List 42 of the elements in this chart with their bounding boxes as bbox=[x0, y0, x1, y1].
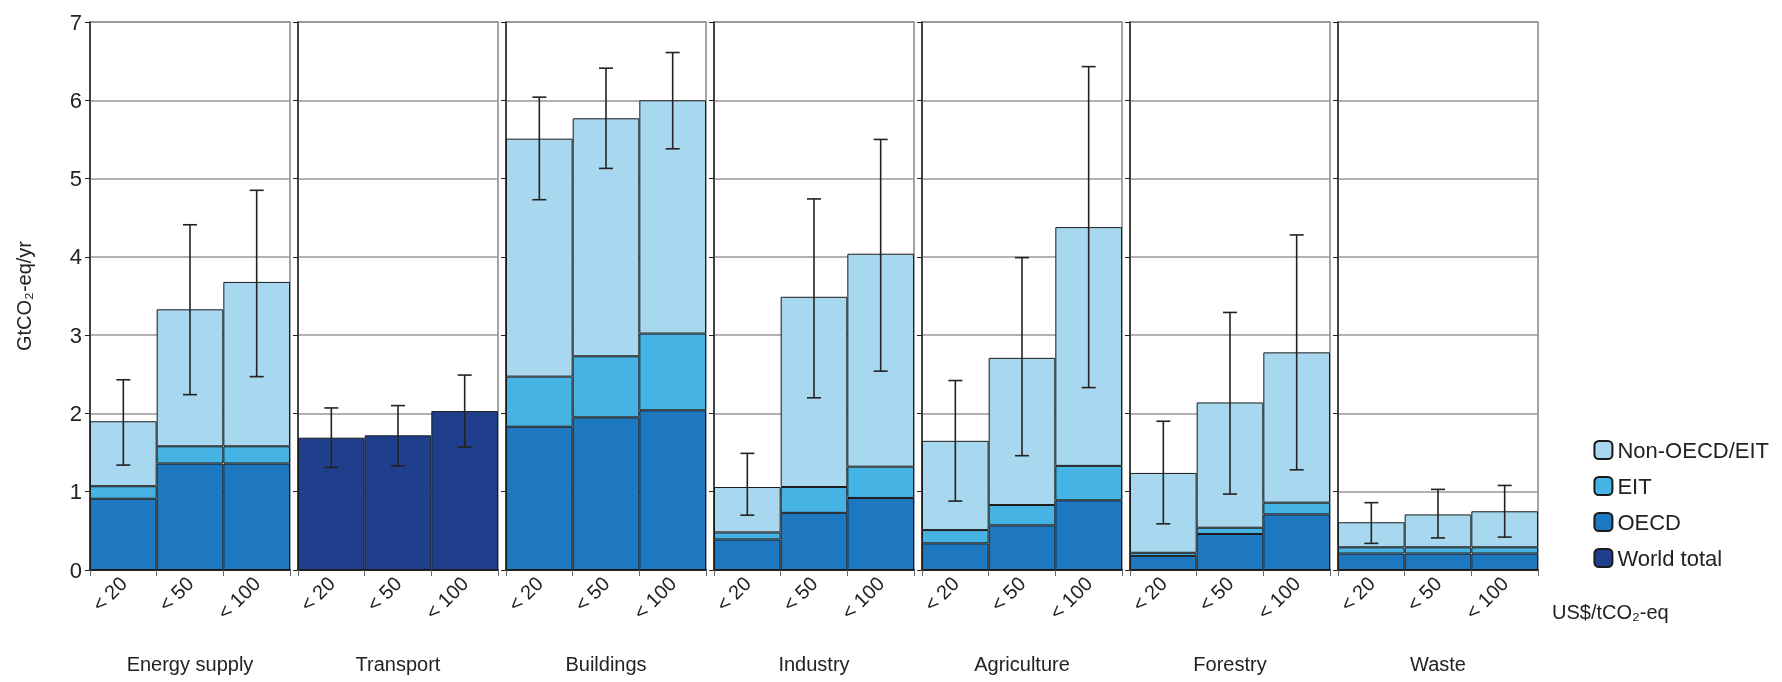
x-axis-title: Transport bbox=[355, 653, 441, 675]
x-tick-label: < 50 bbox=[1402, 572, 1446, 616]
y-tick-label: 0 bbox=[69, 557, 82, 583]
y-tick-label: 7 bbox=[69, 9, 82, 35]
y-axis-title: GtCO₂-eq/yr bbox=[13, 240, 35, 351]
legend-label: Non-OECD/EIT bbox=[1617, 437, 1770, 463]
y-tick-label: 6 bbox=[69, 87, 82, 113]
x-axis-title: Energy supply bbox=[126, 653, 254, 675]
y-tick-label: 2 bbox=[69, 400, 82, 426]
x-tick-label: < 20 bbox=[295, 572, 340, 616]
x-tick-label: < 100 bbox=[1461, 572, 1513, 624]
y-tick-label: 5 bbox=[69, 166, 82, 192]
x-axis-title: Industry bbox=[778, 653, 850, 675]
legend-label: World total bbox=[1617, 545, 1723, 571]
x-tick-label: < 20 bbox=[87, 572, 132, 616]
x-tick-label: < 20 bbox=[1335, 572, 1380, 616]
x-tick-label: < 100 bbox=[1045, 572, 1097, 624]
y-tick-label: 3 bbox=[69, 322, 82, 348]
x-tick-label: < 100 bbox=[837, 572, 889, 624]
x-axis-title: Forestry bbox=[1193, 653, 1267, 675]
x-tick-label: < 50 bbox=[986, 572, 1030, 616]
x-tick-label: < 100 bbox=[629, 572, 681, 624]
x-tick-label: < 20 bbox=[503, 572, 548, 616]
x-tick-label: < 100 bbox=[1253, 572, 1305, 624]
x-tick-label: < 50 bbox=[1194, 572, 1238, 616]
x-tick-label: < 50 bbox=[362, 572, 406, 616]
x-axis-title: Agriculture bbox=[974, 653, 1070, 675]
legend-label: OECD bbox=[1617, 509, 1681, 535]
x-axis-title: Waste bbox=[1410, 653, 1466, 675]
x-tick-label: < 50 bbox=[778, 572, 822, 616]
y-tick-label: 1 bbox=[69, 479, 82, 505]
x-tick-label: < 20 bbox=[919, 572, 964, 616]
x-axis-title: Buildings bbox=[565, 653, 647, 675]
x-tick-label: < 100 bbox=[213, 572, 265, 624]
y-tick-label: 4 bbox=[69, 244, 82, 270]
x-tick-label: < 20 bbox=[711, 572, 756, 616]
text: US$/tCO₂-eq bbox=[1552, 601, 1669, 623]
x-tick-label: < 50 bbox=[570, 572, 614, 616]
legend-label: EIT bbox=[1617, 473, 1652, 499]
x-tick-label: < 50 bbox=[154, 572, 198, 616]
x-tick-label: < 100 bbox=[421, 572, 473, 624]
x-tick-label: < 20 bbox=[1127, 572, 1172, 616]
